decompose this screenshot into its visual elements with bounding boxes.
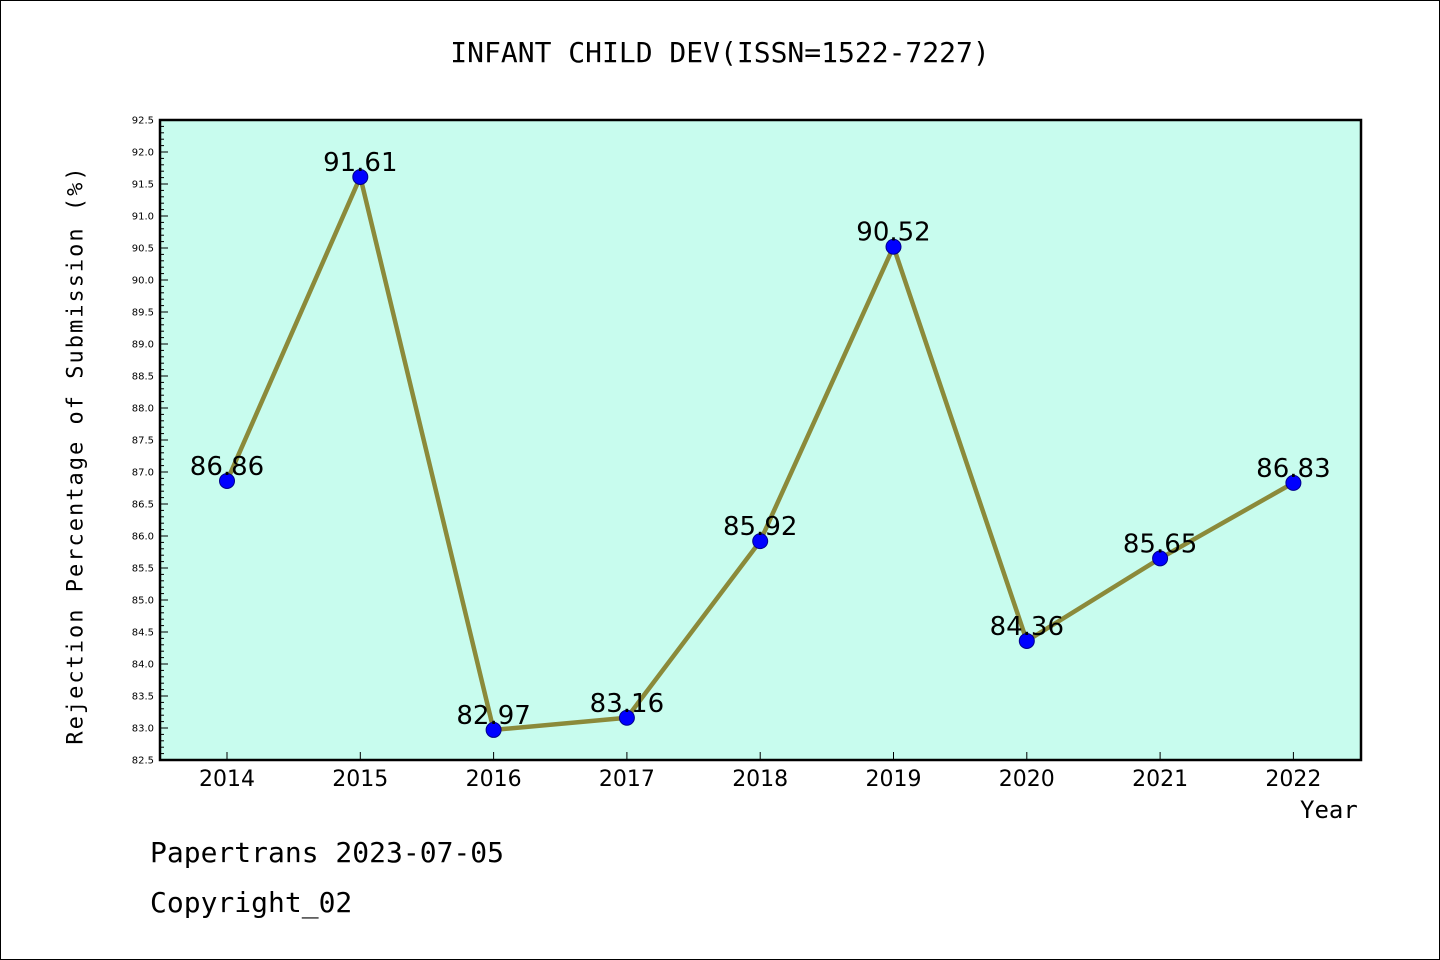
y-tick-label: 88.5	[132, 372, 154, 383]
x-tick-label: 2019	[866, 767, 922, 792]
footer-publisher-date: Papertrans 2023-07-05	[150, 836, 505, 869]
data-point	[1152, 550, 1169, 567]
chart-title: INFANT CHILD DEV(ISSN=1522-7227)	[450, 36, 990, 69]
data-label: 85.92	[723, 512, 797, 542]
data-point	[752, 533, 769, 550]
data-point	[219, 472, 235, 489]
data-point	[485, 721, 502, 738]
x-tick-label: 2014	[199, 767, 255, 792]
y-tick-label: 91.5	[132, 180, 154, 191]
x-tick-label: 2021	[1132, 767, 1188, 792]
x-tick-label: 2020	[999, 767, 1055, 792]
data-label: 84.36	[990, 612, 1064, 642]
y-tick-label: 88.0	[132, 404, 154, 415]
plot-area	[158, 118, 1363, 762]
y-tick-label: 82.5	[132, 756, 154, 767]
data-point	[1018, 632, 1035, 649]
data-label: 86.83	[1256, 454, 1330, 484]
y-tick-label: 90.5	[132, 244, 154, 255]
data-label: 91.61	[323, 148, 397, 178]
data-point	[618, 709, 635, 726]
y-tick-label: 84.0	[132, 660, 154, 671]
y-tick-label: 90.0	[132, 276, 154, 287]
y-tick-label: 86.0	[132, 532, 154, 543]
x-tick-label: 2018	[732, 767, 788, 792]
x-axis-label: Year	[1300, 796, 1358, 824]
x-tick-label: 2022	[1265, 767, 1321, 792]
data-point	[1285, 474, 1302, 491]
y-tick-label: 91.0	[132, 212, 154, 223]
y-tick-label: 87.0	[132, 468, 154, 479]
data-point	[885, 238, 902, 255]
data-label: 86.86	[190, 452, 264, 482]
data-label: 85.65	[1123, 529, 1197, 559]
footer-copyright: Copyright_02	[150, 886, 353, 919]
y-tick-label: 92.0	[132, 148, 154, 159]
y-tick-label: 85.5	[132, 564, 154, 575]
y-tick-label: 83.5	[132, 692, 154, 703]
data-point	[352, 168, 369, 185]
data-label: 90.52	[856, 218, 930, 248]
x-tick-label: 2017	[599, 767, 655, 792]
y-tick-label: 89.0	[132, 340, 154, 351]
y-tick-label: 87.5	[132, 436, 154, 447]
y-tick-label: 83.0	[132, 724, 154, 735]
data-label: 83.16	[590, 689, 664, 719]
y-tick-label: 84.5	[132, 628, 154, 639]
y-tick-label: 86.5	[132, 500, 154, 511]
y-tick-label: 92.5	[132, 116, 154, 127]
x-tick-label: 2016	[466, 767, 522, 792]
x-tick-label: 2015	[332, 767, 388, 792]
y-tick-label: 89.5	[132, 308, 154, 319]
data-label: 82.97	[456, 701, 530, 731]
y-tick-label: 85.0	[132, 596, 154, 607]
